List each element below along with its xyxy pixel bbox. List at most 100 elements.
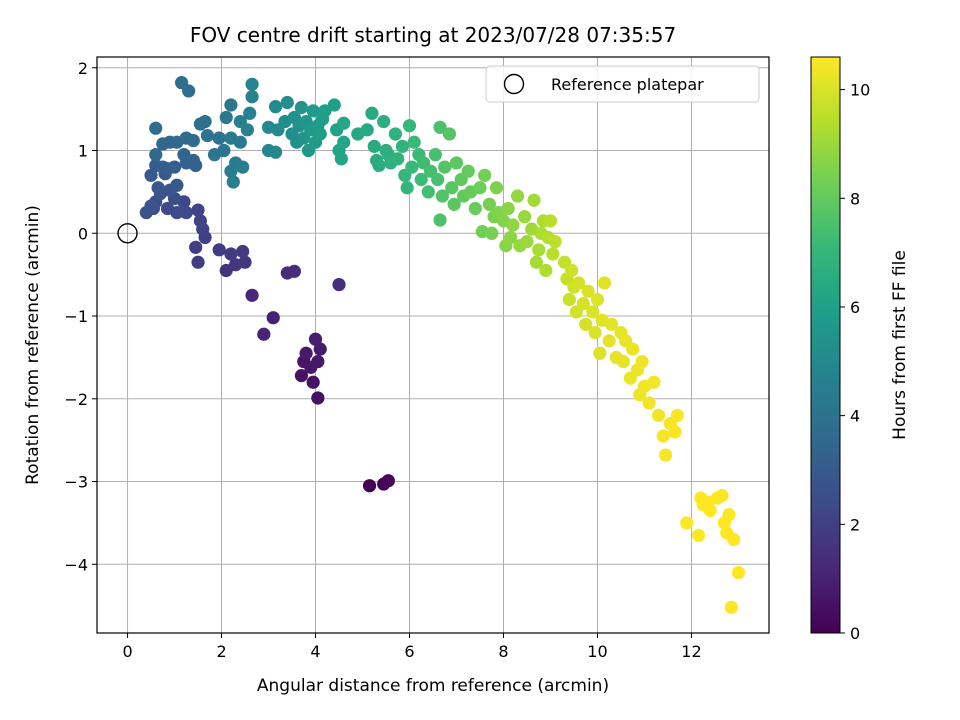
data-point [212, 131, 226, 145]
y-axis-ticks: −4 −3 −2 −1 0 1 2 [64, 59, 97, 574]
reference-point [117, 223, 138, 244]
data-point [266, 311, 280, 325]
data-point [149, 121, 163, 135]
data-point [224, 98, 238, 112]
data-point [186, 133, 200, 148]
data-point [334, 152, 348, 166]
data-point [651, 408, 666, 422]
data-point [691, 528, 706, 542]
data-point [562, 292, 576, 307]
data-point [543, 214, 558, 228]
data-point [294, 369, 309, 383]
data-point [191, 203, 205, 217]
data-point [179, 205, 193, 220]
colorbar-ticks: 0 2 4 6 8 10 [840, 81, 870, 643]
x-tick-label: 4 [310, 642, 320, 661]
data-point [548, 234, 562, 249]
data-point [240, 123, 254, 137]
data-point [442, 127, 457, 141]
x-tick-label: 8 [498, 642, 508, 661]
data-point [696, 498, 710, 512]
data-point [174, 76, 189, 90]
data-point [576, 297, 590, 311]
data-point [327, 98, 341, 112]
data-point [438, 160, 452, 174]
data-point [656, 429, 670, 443]
data-point [151, 181, 165, 195]
data-point [177, 148, 191, 162]
plot-frame [96, 56, 770, 634]
data-point [433, 213, 447, 227]
legend-marker-reference [503, 73, 525, 95]
data-point [294, 100, 309, 115]
data-point [489, 181, 504, 195]
data-point [311, 354, 325, 369]
colorbar-tick-label: 4 [850, 407, 860, 426]
y-tick-label: −1 [64, 307, 88, 326]
data-point [236, 160, 250, 174]
colorbar-tick-label: 10 [850, 81, 870, 100]
data-point [527, 193, 541, 207]
y-tick-label: −4 [64, 555, 88, 574]
x-tick-label: 0 [122, 642, 132, 661]
data-point [287, 264, 301, 278]
data-point [468, 201, 482, 216]
data-point [193, 117, 207, 131]
data-point [680, 516, 694, 530]
data-point [532, 243, 546, 257]
data-point [503, 230, 518, 245]
data-point [520, 234, 534, 249]
data-point [485, 226, 499, 240]
legend-entry-reference: Reference platepar [551, 75, 704, 94]
data-point [616, 354, 630, 369]
data-point [332, 277, 346, 292]
data-point [191, 255, 205, 269]
data-point [572, 276, 586, 290]
data-point [593, 346, 607, 360]
data-point [668, 425, 682, 439]
data-point [238, 255, 252, 269]
y-tick-label: 1 [78, 142, 88, 161]
data-point [395, 139, 410, 153]
colorbar-tick-label: 0 [850, 624, 860, 643]
data-point [518, 210, 532, 224]
data-point [604, 317, 619, 331]
data-point [546, 247, 560, 261]
y-tick-label: 2 [78, 59, 88, 78]
data-point [715, 489, 729, 503]
data-point [433, 120, 447, 134]
data-point [367, 139, 381, 153]
data-point [635, 354, 649, 369]
data-point [405, 160, 419, 174]
data-point [189, 158, 203, 173]
data-point [626, 342, 640, 356]
data-point [268, 100, 283, 114]
y-tick-label: −3 [64, 473, 88, 492]
y-tick-label: 0 [78, 224, 88, 243]
data-point [212, 243, 226, 257]
data-point [724, 600, 739, 614]
colorbar-tick-label: 6 [850, 298, 860, 317]
chart-title: FOV centre drift starting at 2023/07/28 … [190, 23, 676, 47]
data-point [362, 479, 377, 493]
data-point [365, 106, 379, 120]
data-point [647, 375, 661, 389]
data-point [308, 332, 323, 346]
data-point [200, 129, 215, 143]
data-point [226, 175, 240, 189]
x-axis-label: Angular distance from reference (arcmin) [257, 676, 609, 696]
data-point [659, 448, 673, 462]
data-point [590, 292, 605, 307]
data-point [421, 185, 435, 199]
colorbar-gradient [810, 56, 841, 634]
data-point [224, 164, 238, 178]
data-point [388, 127, 403, 141]
data-point [156, 137, 170, 151]
data-point [539, 263, 553, 278]
data-point [217, 143, 231, 158]
data-point [170, 178, 184, 192]
data-point [313, 342, 327, 356]
y-tick-label: −2 [64, 390, 88, 409]
data-point [602, 334, 616, 348]
data-point [431, 172, 445, 187]
